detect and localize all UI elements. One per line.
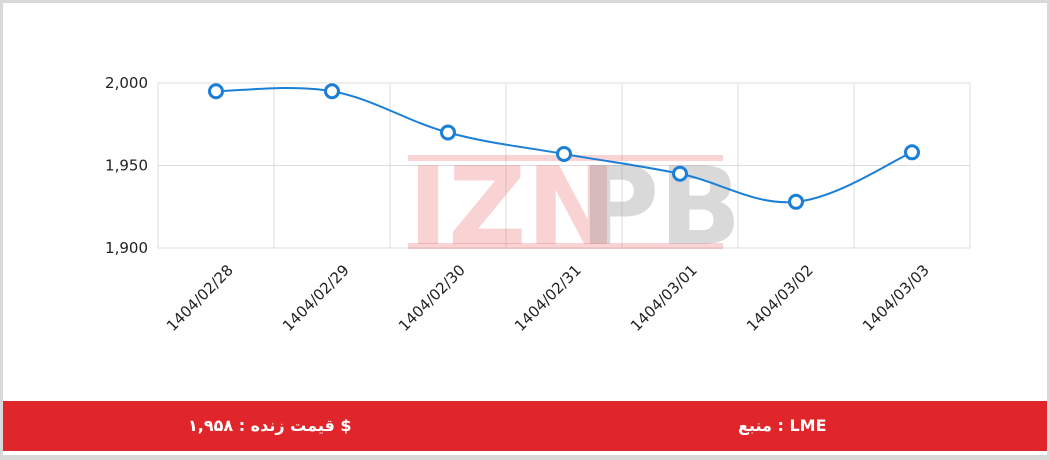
- x-tick-label: 1404/03/03: [859, 261, 933, 335]
- x-tick-label: 1404/03/02: [743, 261, 817, 335]
- y-tick-label: 1,900: [105, 239, 148, 257]
- series: [208, 83, 920, 210]
- chart-frame: IZN PB 1,900 1,950 2,000 1404/02/28 1404/02/…: [3, 3, 1047, 455]
- data-point[interactable]: [904, 144, 920, 161]
- x-tick-label: 1404/02/29: [279, 261, 353, 335]
- data-point[interactable]: [324, 83, 340, 100]
- watermark-text-iz: IZN: [408, 145, 617, 270]
- watermark-stripe: [408, 243, 723, 249]
- info-bar: قیمت زنده : ۱,۹۵۸ $ منبع : LME: [3, 401, 1047, 451]
- x-tick-label: 1404/02/28: [163, 261, 237, 335]
- data-point[interactable]: [208, 83, 224, 100]
- x-axis-ticks: 1404/02/28 1404/02/29 1404/02/30 1404/02/31…: [163, 261, 933, 335]
- x-tick-label: 1404/03/01: [627, 261, 701, 335]
- source-label: منبع : LME: [738, 416, 827, 435]
- data-point[interactable]: [788, 193, 804, 210]
- y-tick-label: 2,000: [105, 74, 148, 92]
- x-tick-label: 1404/02/30: [395, 261, 469, 335]
- live-price-label: قیمت زنده : ۱,۹۵۸ $: [188, 416, 352, 435]
- data-point[interactable]: [556, 145, 572, 162]
- chart-grid: [157, 82, 971, 249]
- y-axis-ticks: 1,900 1,950 2,000: [105, 74, 148, 257]
- data-point[interactable]: [440, 124, 456, 141]
- data-point[interactable]: [672, 165, 688, 182]
- watermark-text-pb: PB: [580, 145, 741, 270]
- y-tick-label: 1,950: [105, 157, 148, 175]
- x-tick-label: 1404/02/31: [511, 261, 585, 335]
